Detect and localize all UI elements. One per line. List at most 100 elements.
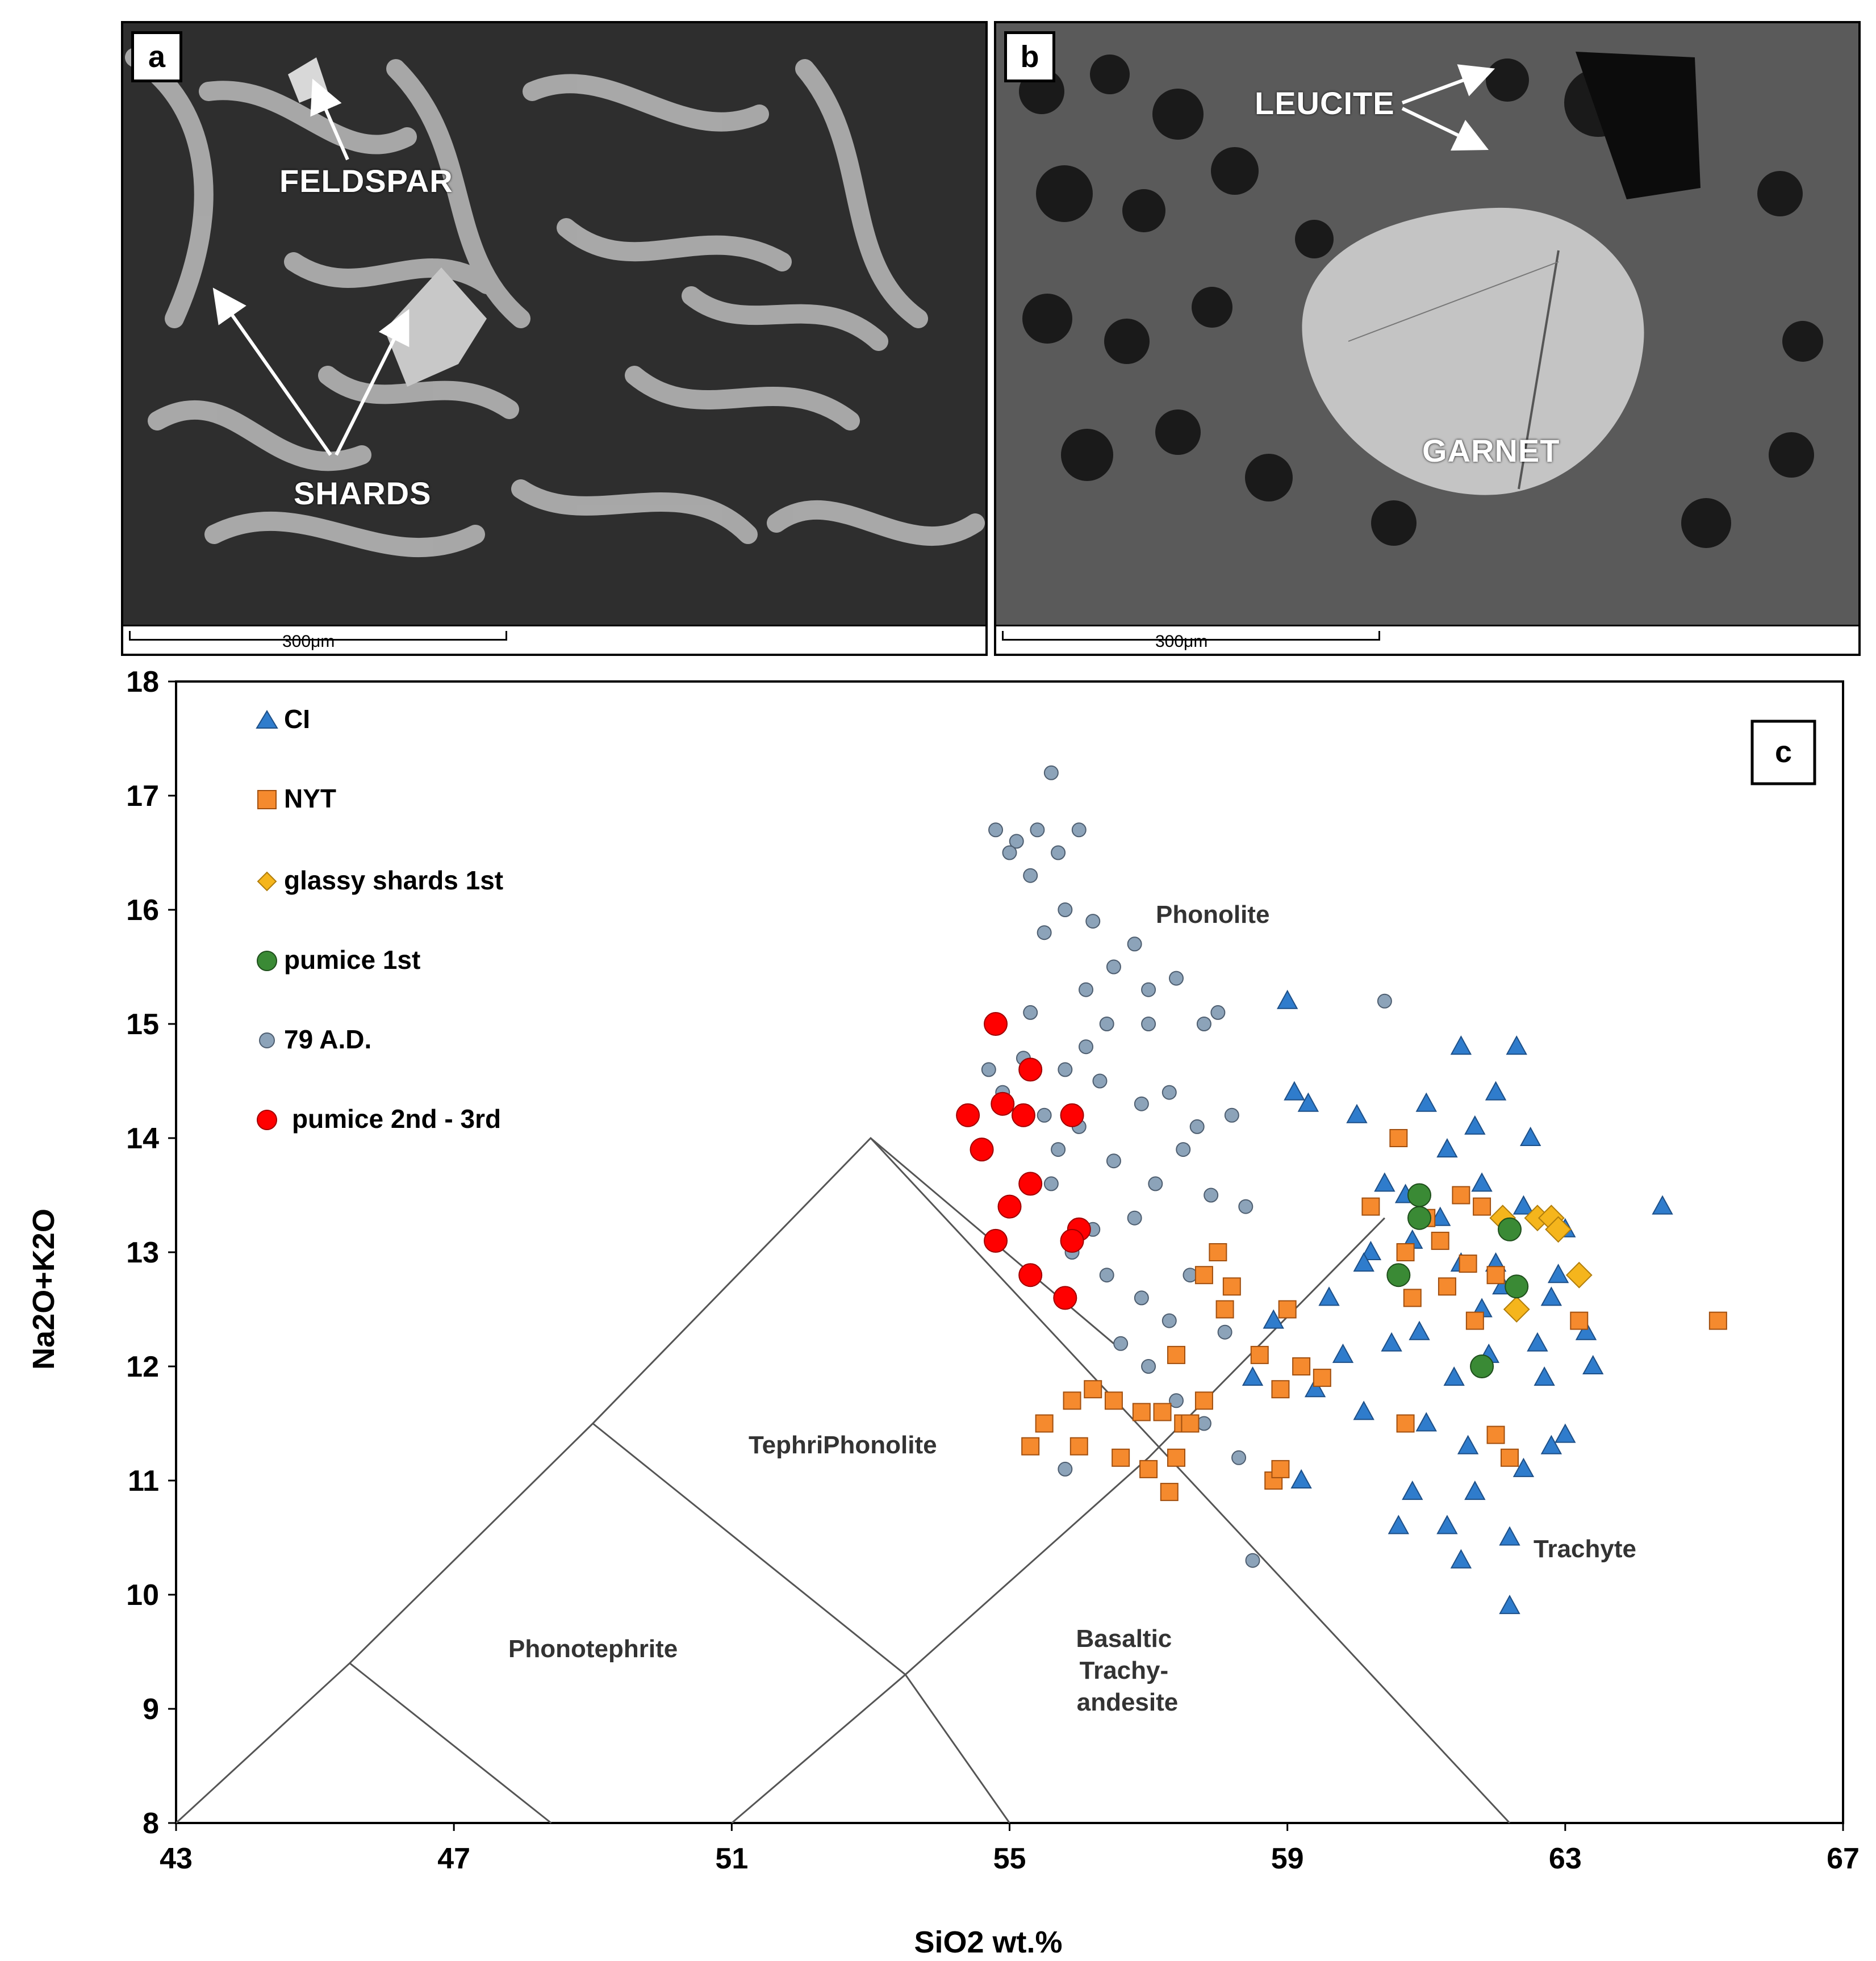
- data-point: [1708, 1311, 1727, 1330]
- data-point: [1084, 1380, 1102, 1399]
- data-point: [1113, 1336, 1129, 1351]
- data-point: [1284, 1081, 1305, 1101]
- data-point: [1471, 1172, 1493, 1192]
- data-point: [1209, 1243, 1227, 1261]
- data-point: [1304, 1378, 1326, 1398]
- data-point: [1058, 1062, 1073, 1077]
- data-point: [1452, 1186, 1470, 1205]
- data-point: [1388, 1515, 1410, 1534]
- data-point: [1161, 1085, 1177, 1100]
- field-boundary-line: [175, 1136, 1114, 1824]
- y-tick-label: 13: [126, 1236, 159, 1269]
- axis-ticks: 43 47 51 55 59 63 67 8 9 10 11 12 13 14 15 16 17 18: [126, 666, 1860, 1875]
- data-point: [1215, 1300, 1234, 1319]
- shards-arrow-left: [212, 287, 332, 456]
- data-point: [1318, 1286, 1340, 1306]
- data-point: [1189, 1119, 1205, 1134]
- bta-line-1: Basaltic: [1076, 1625, 1172, 1653]
- data-point: [1513, 1195, 1535, 1215]
- data-point: [1431, 1231, 1449, 1250]
- data-point: [1346, 1103, 1368, 1123]
- data-point: [1060, 1103, 1084, 1127]
- data-point: [1160, 1483, 1179, 1502]
- data-point: [1058, 1461, 1073, 1477]
- data-point: [1465, 1311, 1484, 1330]
- series-nyt: [1021, 1129, 1727, 1502]
- data-point: [1023, 1005, 1038, 1020]
- data-point: [1231, 1450, 1247, 1465]
- field-boundary-line: [731, 1217, 1385, 1824]
- data-point: [1167, 1345, 1185, 1364]
- field-label-basaltic-trachyandesite: Basaltic Trachy- andesite: [1076, 1625, 1179, 1716]
- data-point: [1499, 1595, 1520, 1615]
- legend-marker-nyt: [257, 790, 277, 809]
- data-point: [997, 1194, 1022, 1219]
- data-point: [1148, 1176, 1163, 1191]
- field-boundaries: [175, 1136, 1511, 1824]
- series-79-a-d-: [981, 765, 1392, 1568]
- data-point: [1037, 925, 1052, 940]
- data-point: [1276, 989, 1298, 1009]
- panel-b-scalebar: 300μm: [996, 625, 1858, 654]
- data-point: [1396, 1243, 1415, 1261]
- data-point: [991, 1092, 1015, 1116]
- scale-text: 300μm: [282, 632, 335, 651]
- data-point: [1051, 1142, 1066, 1157]
- series-ci: [1242, 989, 1673, 1615]
- y-tick-label: 12: [126, 1350, 159, 1383]
- legend-label: pumice 1st: [284, 945, 420, 975]
- data-point: [1534, 1366, 1555, 1386]
- legend: CI NYT glassy shards 1st pumice 1st 79 A…: [256, 704, 503, 1134]
- data-point: [1377, 993, 1392, 1009]
- data-point: [1104, 1391, 1123, 1410]
- legend-label: 79 A.D.: [284, 1025, 371, 1054]
- data-point: [1060, 1228, 1084, 1253]
- data-point: [1169, 1393, 1184, 1408]
- scale-line: [1002, 631, 1380, 641]
- data-point: [1051, 845, 1066, 860]
- data-point: [1545, 1216, 1572, 1243]
- data-point: [1194, 1266, 1213, 1285]
- data-point: [1250, 1345, 1269, 1364]
- data-point: [1485, 1081, 1507, 1101]
- data-point: [1415, 1092, 1437, 1112]
- data-point: [1457, 1435, 1479, 1454]
- field-label-trachyte: Trachyte: [1534, 1535, 1636, 1563]
- series-pumice-1st: [1386, 1183, 1529, 1378]
- data-point: [1043, 1176, 1059, 1191]
- data-point: [1263, 1309, 1284, 1329]
- x-tick-label: 55: [993, 1842, 1026, 1875]
- data-point: [1271, 1380, 1290, 1399]
- bta-line-3: andesite: [1077, 1688, 1179, 1716]
- data-point: [1009, 834, 1024, 849]
- data-point: [1242, 1366, 1264, 1386]
- data-point: [1313, 1369, 1331, 1387]
- data-points: [956, 765, 1727, 1615]
- data-point: [1141, 1017, 1156, 1031]
- shards-arrow-right: [335, 309, 410, 456]
- data-point: [1415, 1412, 1437, 1432]
- data-point: [1141, 1359, 1156, 1374]
- series-pumice-2nd-3rd: [956, 1012, 1091, 1310]
- data-point: [1403, 1289, 1422, 1307]
- data-point: [1194, 1391, 1213, 1410]
- data-point: [1292, 1357, 1311, 1375]
- data-point: [1353, 1400, 1374, 1420]
- leucite-arrow-upper: [1401, 64, 1495, 104]
- data-point: [1134, 1290, 1149, 1306]
- data-point: [1134, 1096, 1149, 1111]
- data-point: [1204, 1188, 1219, 1203]
- data-point: [1506, 1035, 1527, 1055]
- field-boundary-line: [870, 1137, 1511, 1824]
- data-point: [1099, 1268, 1114, 1283]
- data-point: [1443, 1366, 1465, 1386]
- data-point: [984, 1228, 1008, 1253]
- data-point: [1018, 1172, 1043, 1196]
- data-point: [1071, 822, 1087, 838]
- y-tick-label: 10: [126, 1579, 159, 1612]
- x-tick-label: 59: [1271, 1842, 1304, 1875]
- data-point: [1222, 1277, 1241, 1296]
- garnet-label: GARNET: [1422, 433, 1560, 469]
- data-point: [1167, 1448, 1185, 1467]
- data-point: [1486, 1425, 1505, 1444]
